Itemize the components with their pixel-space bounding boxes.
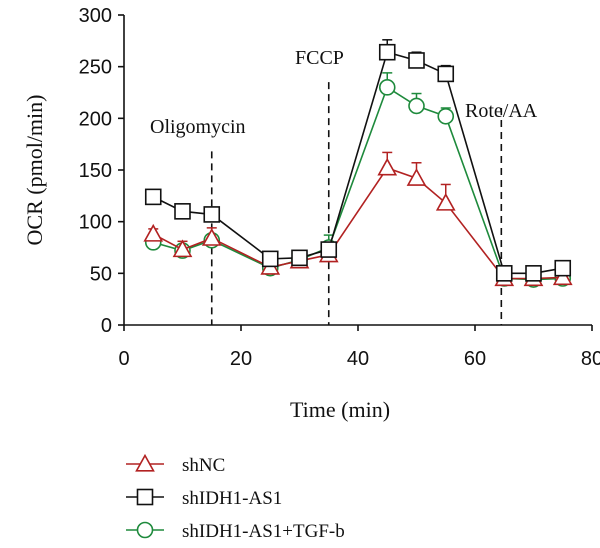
legend-label: shIDH1-AS1+TGF-b bbox=[182, 521, 345, 542]
legend-entry-2: shIDH1-AS1+TGF-b bbox=[126, 521, 345, 542]
y-tick-label: 100 bbox=[79, 212, 112, 234]
data-point bbox=[435, 192, 456, 211]
data-point bbox=[143, 223, 164, 242]
x-tick-label: 40 bbox=[347, 348, 369, 370]
legend-label: shNC bbox=[182, 455, 225, 476]
data-point bbox=[378, 79, 396, 96]
legend-marker bbox=[135, 453, 155, 472]
data-point bbox=[261, 250, 279, 268]
legend-label: shIDH1-AS1 bbox=[182, 488, 282, 509]
annotation-label: FCCP bbox=[295, 47, 344, 69]
y-tick-label: 200 bbox=[79, 108, 112, 130]
x-tick-label: 20 bbox=[230, 348, 252, 370]
annotation-label: Rote/AA bbox=[465, 100, 538, 122]
y-tick-label: 150 bbox=[79, 160, 112, 182]
data-point bbox=[201, 228, 222, 246]
axes: 0 50 100 150 200 250 300 0 20 40 60 80 Time (min) OCR… bbox=[22, 5, 600, 422]
data-point bbox=[437, 107, 455, 125]
y-tick-label: 50 bbox=[90, 263, 112, 285]
data-point bbox=[408, 97, 425, 115]
legend-marker bbox=[136, 521, 154, 539]
legend-marker bbox=[136, 488, 154, 506]
data-point bbox=[406, 168, 427, 186]
y-tick-label: 0 bbox=[101, 315, 112, 337]
x-tick-label: 60 bbox=[464, 348, 486, 370]
annotations: Oligomycin FCCP Rote/AA bbox=[150, 47, 538, 325]
x-tick-label: 80 bbox=[581, 348, 600, 370]
x-axis-title: Time (min) bbox=[290, 397, 390, 422]
x-tick-label: 0 bbox=[118, 348, 129, 370]
data-point bbox=[320, 241, 338, 258]
legend: shNC shIDH1-AS1 shIDH1-AS1+TGF-b bbox=[126, 453, 345, 542]
legend-entry-1: shIDH1-AS1 bbox=[126, 488, 282, 509]
annotation-label: Oligomycin bbox=[150, 116, 246, 138]
data-point bbox=[172, 239, 193, 258]
y-tick-label: 250 bbox=[79, 57, 112, 79]
data-point bbox=[203, 206, 221, 223]
data-point bbox=[378, 43, 396, 61]
data-point bbox=[552, 267, 573, 286]
y-axis-title: OCR (pmol/min) bbox=[22, 95, 47, 246]
series-1 bbox=[144, 39, 572, 282]
data-point bbox=[377, 157, 398, 176]
data-point bbox=[144, 188, 162, 206]
data-point bbox=[408, 52, 425, 69]
series-layer bbox=[143, 39, 573, 288]
y-tick-label: 300 bbox=[79, 5, 112, 27]
data-point bbox=[291, 249, 308, 267]
data-point bbox=[495, 265, 513, 282]
data-point bbox=[174, 203, 191, 220]
data-point bbox=[554, 259, 572, 277]
data-point bbox=[525, 265, 542, 282]
legend-entry-0: shNC bbox=[126, 453, 225, 476]
data-point bbox=[437, 65, 455, 83]
